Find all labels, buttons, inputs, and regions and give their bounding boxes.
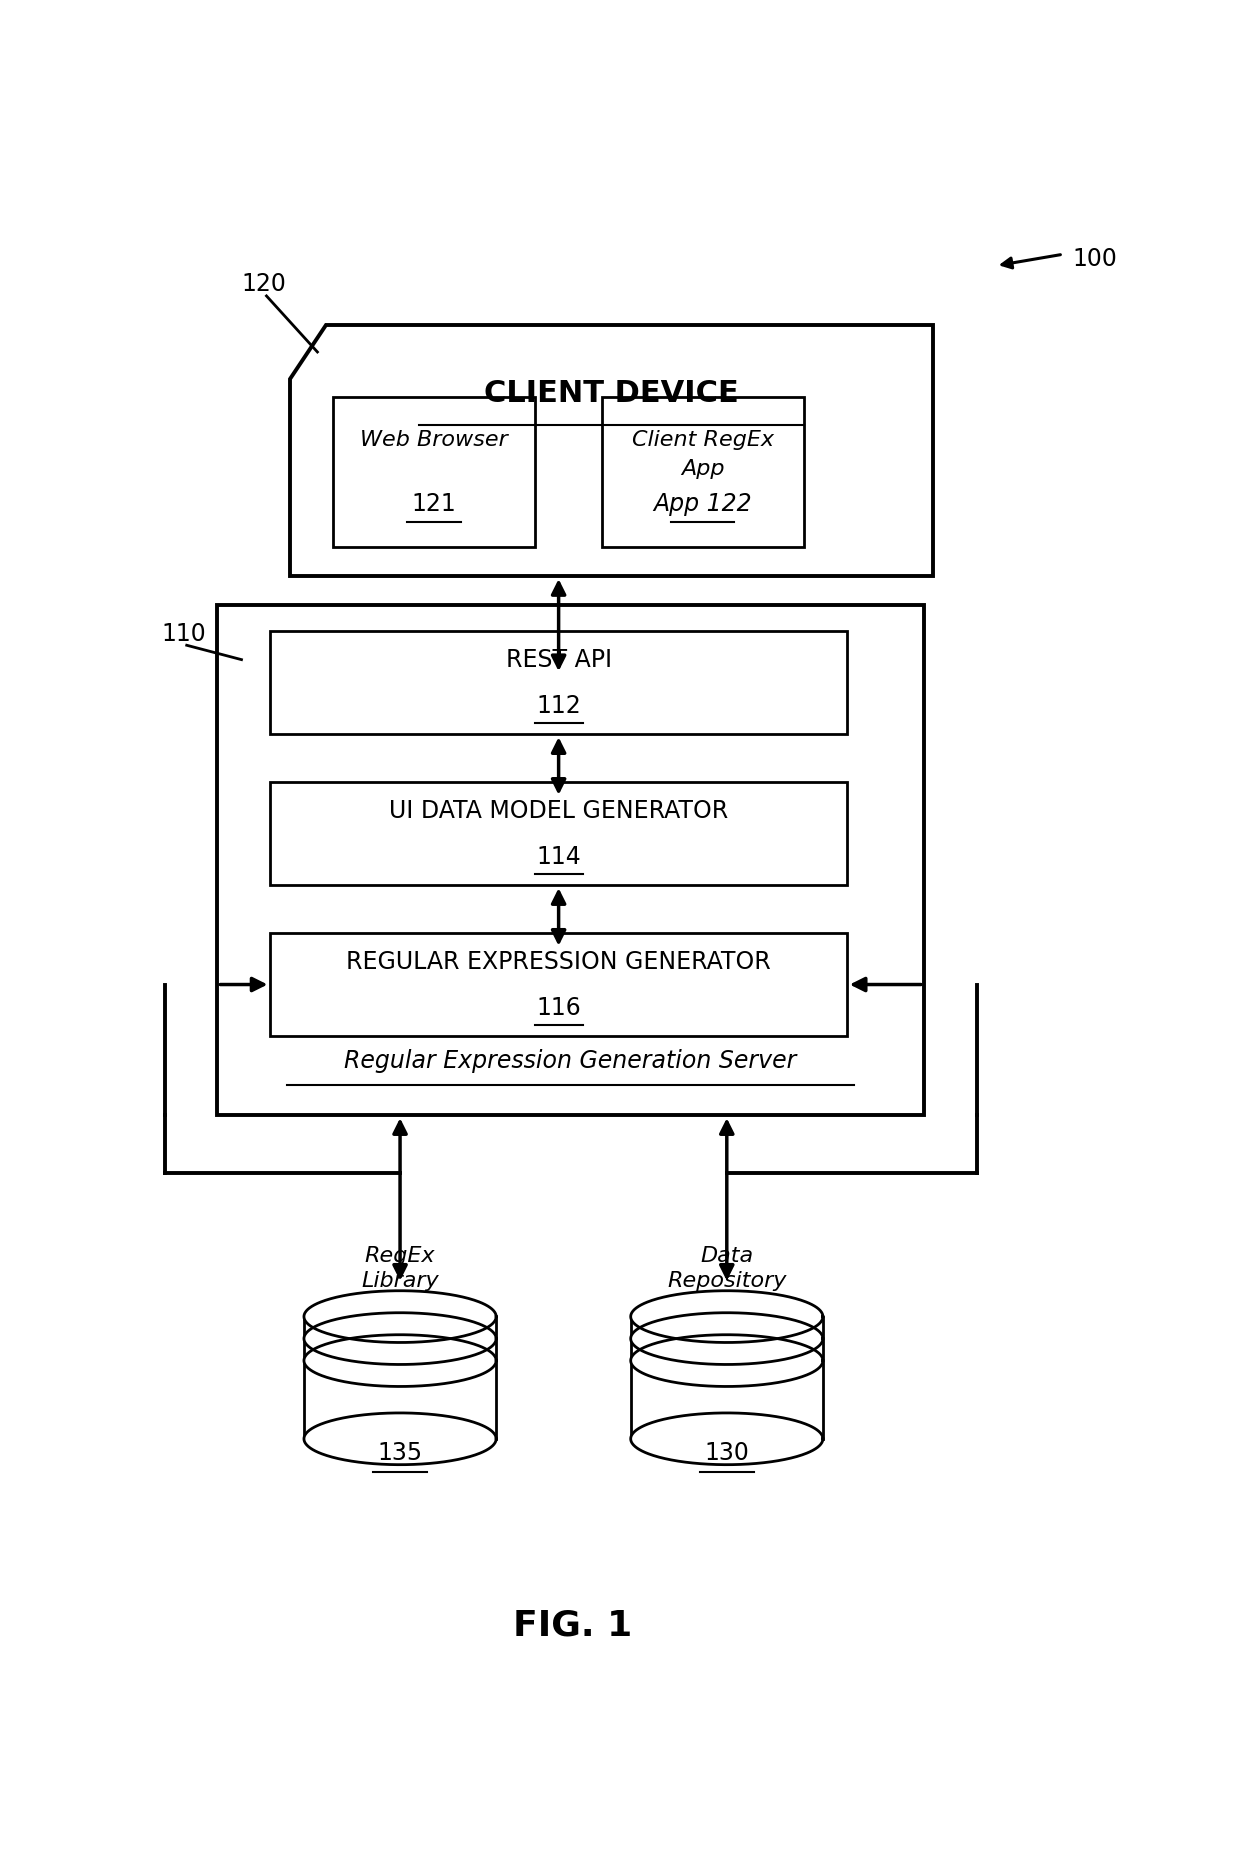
Polygon shape <box>304 1335 496 1387</box>
Text: 121: 121 <box>412 491 456 515</box>
Text: 110: 110 <box>161 622 207 646</box>
FancyBboxPatch shape <box>601 396 804 547</box>
Text: Library: Library <box>361 1271 439 1290</box>
Text: 116: 116 <box>536 995 582 1019</box>
Text: 130: 130 <box>704 1441 749 1466</box>
FancyBboxPatch shape <box>270 782 847 885</box>
Text: 112: 112 <box>536 695 582 717</box>
FancyBboxPatch shape <box>217 605 924 1115</box>
Text: App 122: App 122 <box>653 491 753 515</box>
Text: Web Browser: Web Browser <box>360 431 507 450</box>
FancyBboxPatch shape <box>332 396 534 547</box>
Polygon shape <box>290 325 934 577</box>
Polygon shape <box>631 1413 823 1466</box>
Text: App: App <box>681 459 724 480</box>
Text: 114: 114 <box>536 844 582 868</box>
Text: REGULAR EXPRESSION GENERATOR: REGULAR EXPRESSION GENERATOR <box>346 950 771 973</box>
Polygon shape <box>304 1413 496 1466</box>
Text: FIG. 1: FIG. 1 <box>513 1609 632 1643</box>
Text: RegEx: RegEx <box>365 1247 435 1266</box>
Text: UI DATA MODEL GENERATOR: UI DATA MODEL GENERATOR <box>389 799 728 823</box>
Text: Regular Expression Generation Server: Regular Expression Generation Server <box>345 1049 797 1074</box>
Text: CLIENT DEVICE: CLIENT DEVICE <box>484 379 739 409</box>
Text: 120: 120 <box>242 273 286 297</box>
Polygon shape <box>631 1313 823 1365</box>
Polygon shape <box>631 1335 823 1387</box>
Polygon shape <box>631 1316 823 1439</box>
Text: Data: Data <box>701 1247 754 1266</box>
Polygon shape <box>304 1290 496 1342</box>
Text: Repository: Repository <box>667 1271 786 1290</box>
FancyBboxPatch shape <box>270 934 847 1036</box>
Text: REST API: REST API <box>506 648 611 672</box>
Text: 135: 135 <box>377 1441 423 1466</box>
Polygon shape <box>631 1290 823 1342</box>
Polygon shape <box>304 1313 496 1365</box>
Text: 100: 100 <box>1073 246 1117 271</box>
FancyBboxPatch shape <box>270 631 847 734</box>
Polygon shape <box>304 1316 496 1439</box>
Text: Client RegEx: Client RegEx <box>631 431 774 450</box>
